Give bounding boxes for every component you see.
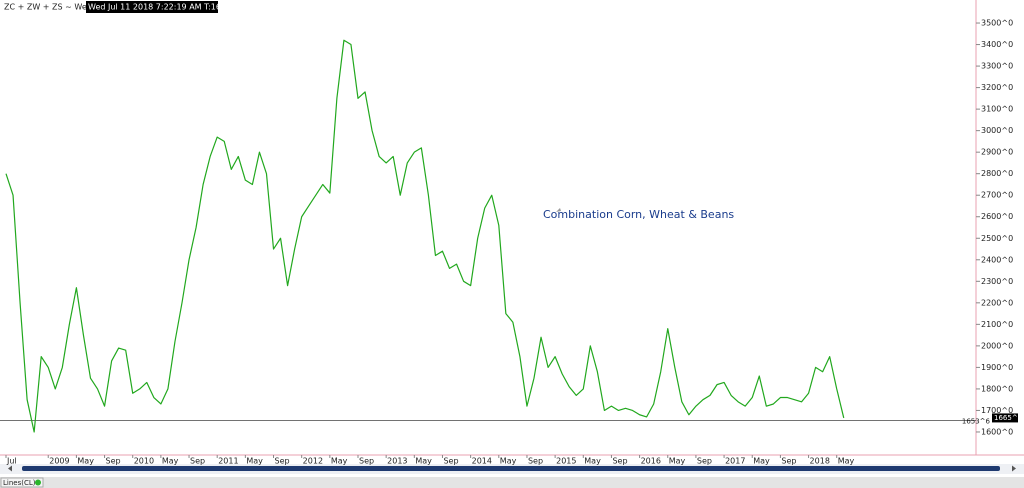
- x-tick-label: Sep: [190, 457, 205, 466]
- y-tick-label: 1800^0: [981, 384, 1013, 393]
- annotation: Combination Corn, Wheat & Beans: [543, 208, 734, 221]
- y-tick-label: 3100^0: [981, 105, 1013, 114]
- y-tick-label: 2700^0: [981, 191, 1013, 200]
- y-tick-label: 2100^0: [981, 320, 1013, 329]
- study-status-dot: [35, 479, 41, 486]
- x-tick-label: Sep: [359, 457, 374, 466]
- x-tick-label: Sep: [612, 457, 627, 466]
- y-tick-label: 3300^0: [981, 62, 1013, 71]
- y-tick-label: 1700^0: [981, 406, 1013, 415]
- y-tick-label: 2500^0: [981, 234, 1013, 243]
- x-tick-label: Sep: [106, 457, 121, 466]
- x-tick-label: May: [500, 457, 517, 466]
- status-bar: [0, 477, 1024, 488]
- y-tick-label: 2300^0: [981, 277, 1013, 286]
- x-tick-label: 2014: [472, 457, 492, 466]
- y-tick-label: 2900^0: [981, 148, 1013, 157]
- x-tick-label: 2011: [218, 457, 238, 466]
- x-tick-label: May: [331, 457, 348, 466]
- y-tick-label: 2200^0: [981, 298, 1013, 307]
- x-tick-label: May: [838, 457, 855, 466]
- x-tick-label: 2015: [556, 457, 576, 466]
- header-box: [86, 1, 218, 13]
- x-tick-label: 2013: [387, 457, 407, 466]
- x-tick-label: May: [584, 457, 601, 466]
- scroll-right[interactable]: [1012, 465, 1016, 472]
- annotation-icon: [556, 208, 561, 212]
- x-tick-label: Sep: [781, 457, 796, 466]
- y-tick-label: 3400^0: [981, 40, 1013, 49]
- scrollbar-thumb[interactable]: [22, 466, 1000, 471]
- price-marker-label: 1665^2: [994, 414, 1022, 422]
- study-tab[interactable]: [0, 477, 44, 488]
- x-tick-label: 2016: [641, 457, 661, 466]
- y-tick-label: 2800^0: [981, 169, 1013, 178]
- x-tick-label: May: [246, 457, 263, 466]
- y-tick-label: 3000^0: [981, 126, 1013, 135]
- x-tick-label: 2018: [810, 457, 830, 466]
- y-tick-label: 2600^0: [981, 212, 1013, 221]
- chart-subtitle: Wed Jul 11 2018 7:22:19 AM T:1665^2: [88, 3, 243, 12]
- x-tick-label: Sep: [443, 457, 458, 466]
- x-tick-label: Jul: [6, 457, 17, 466]
- x-tick-label: May: [753, 457, 770, 466]
- price-marker-box: [992, 413, 1018, 423]
- reference-label: 1653^6: [962, 417, 991, 425]
- y-tick-label: 3200^0: [981, 83, 1013, 92]
- y-tick-label: 3500^0: [981, 19, 1013, 28]
- x-tick-label: 2012: [303, 457, 323, 466]
- x-tick-label: May: [77, 457, 94, 466]
- scroll-left[interactable]: [8, 465, 12, 472]
- x-tick-label: 2009: [49, 457, 69, 466]
- x-tick-label: May: [162, 457, 179, 466]
- chart-title: ZC + ZW + ZS ~ Weekly: [4, 3, 104, 12]
- y-tick-label: 2000^0: [981, 341, 1013, 350]
- x-tick-label: Sep: [275, 457, 290, 466]
- x-tick-label: Sep: [697, 457, 712, 466]
- x-tick-label: May: [669, 457, 686, 466]
- y-tick-label: 1900^0: [981, 363, 1013, 372]
- y-tick-label: 2400^0: [981, 255, 1013, 264]
- x-tick-label: May: [415, 457, 432, 466]
- x-tick-label: 2010: [134, 457, 154, 466]
- price-line: [5, 39, 845, 433]
- study-label: Lines(CL): [3, 479, 36, 487]
- y-tick-label: 1600^0: [981, 427, 1013, 436]
- x-tick-label: Sep: [528, 457, 543, 466]
- x-tick-label: 2017: [725, 457, 745, 466]
